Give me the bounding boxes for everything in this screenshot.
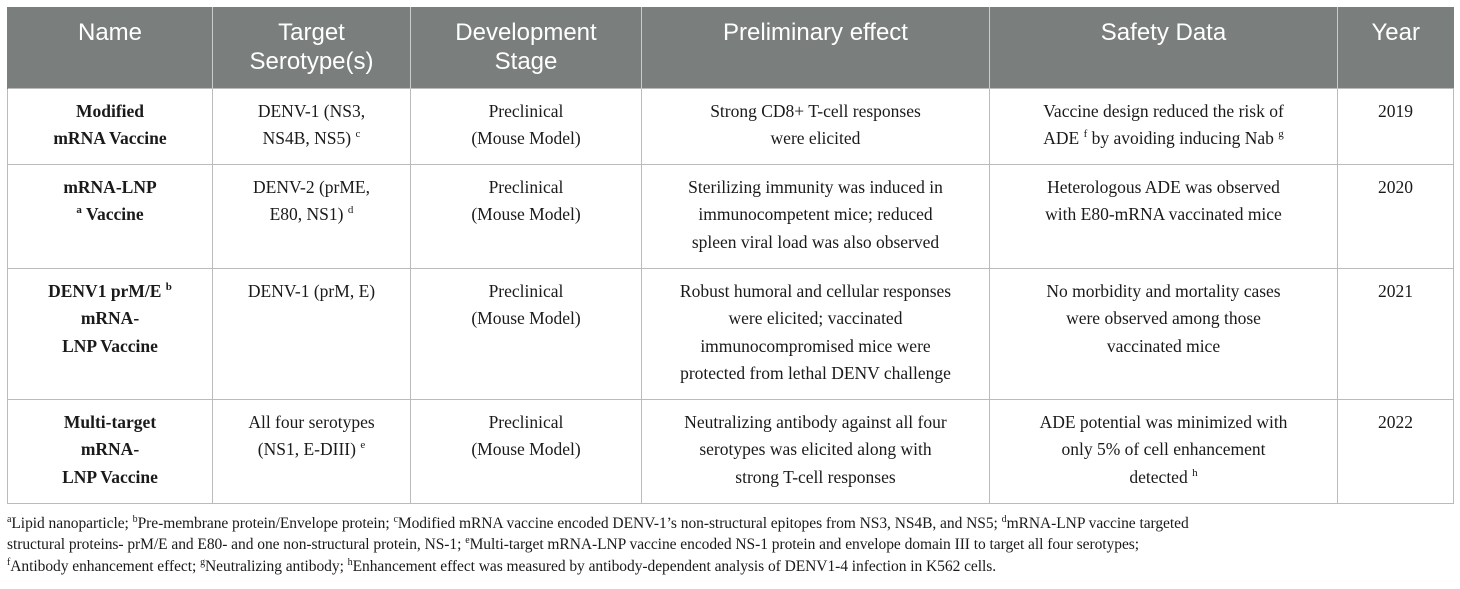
cell-target: DENV-2 (prME, E80, NS1) d — [212, 163, 411, 269]
vaccine-table-container: Name Target Serotype(s) Development Stage … — [7, 7, 1454, 578]
cell-target: All four serotypes (NS1, E-DIII) e — [212, 398, 411, 504]
cell-effect: Sterilizing immunity was induced in immu… — [641, 163, 990, 269]
cell-year: 2020 — [1337, 163, 1454, 269]
vaccine-table: Name Target Serotype(s) Development Stage … — [7, 7, 1454, 504]
cell-stage: Preclinical (Mouse Model) — [410, 87, 642, 165]
header-target-serotype: Target Serotype(s) — [212, 7, 411, 88]
table-row: Modified mRNA Vaccine DENV-1 (NS3, NS4B,… — [7, 87, 1454, 165]
table-row: DENV1 prM/E b mRNA- LNP Vaccine DENV-1 (… — [7, 267, 1454, 400]
cell-target: DENV-1 (NS3, NS4B, NS5) c — [212, 87, 411, 165]
cell-year: 2021 — [1337, 267, 1454, 400]
cell-effect: Strong CD8+ T-cell responses were elicit… — [641, 87, 990, 165]
footnote-line-3: fAntibody enhancement effect; gNeutraliz… — [7, 556, 997, 575]
header-row: Name Target Serotype(s) Development Stage … — [7, 7, 1454, 88]
cell-stage: Preclinical (Mouse Model) — [410, 398, 642, 504]
cell-name: DENV1 prM/E b mRNA- LNP Vaccine — [7, 267, 213, 400]
cell-safety: ADE potential was minimized with only 5%… — [989, 398, 1338, 504]
header-name: Name — [7, 7, 213, 88]
cell-effect: Robust humoral and cellular responses we… — [641, 267, 990, 400]
footnote-line-1: aLipid nanoparticle; bPre-membrane prote… — [7, 513, 1189, 532]
header-year: Year — [1337, 7, 1454, 88]
cell-name: Multi-target mRNA- LNP Vaccine — [7, 398, 213, 504]
header-development-stage: Development Stage — [410, 7, 642, 88]
cell-target: DENV-1 (prM, E) — [212, 267, 411, 400]
table-footnotes: aLipid nanoparticle; bPre-membrane prote… — [7, 513, 1453, 578]
cell-stage: Preclinical (Mouse Model) — [410, 267, 642, 400]
table-row: Multi-target mRNA- LNP Vaccine All four … — [7, 398, 1454, 504]
cell-safety: No morbidity and mortality cases were ob… — [989, 267, 1338, 400]
cell-name: Modified mRNA Vaccine — [7, 87, 213, 165]
cell-safety: Heterologous ADE was observed with E80-m… — [989, 163, 1338, 269]
table-row: mRNA-LNP a Vaccine DENV-2 (prME, E80, NS… — [7, 163, 1454, 269]
cell-year: 2019 — [1337, 87, 1454, 165]
footnote-line-2: structural proteins- prM/E and E80- and … — [7, 535, 1140, 554]
header-preliminary-effect: Preliminary effect — [641, 7, 990, 88]
cell-safety: Vaccine design reduced the risk of ADE f… — [989, 87, 1338, 165]
cell-year: 2022 — [1337, 398, 1454, 504]
header-safety-data: Safety Data — [989, 7, 1338, 88]
cell-effect: Neutralizing antibody against all four s… — [641, 398, 990, 504]
cell-name: mRNA-LNP a Vaccine — [7, 163, 213, 269]
cell-stage: Preclinical (Mouse Model) — [410, 163, 642, 269]
